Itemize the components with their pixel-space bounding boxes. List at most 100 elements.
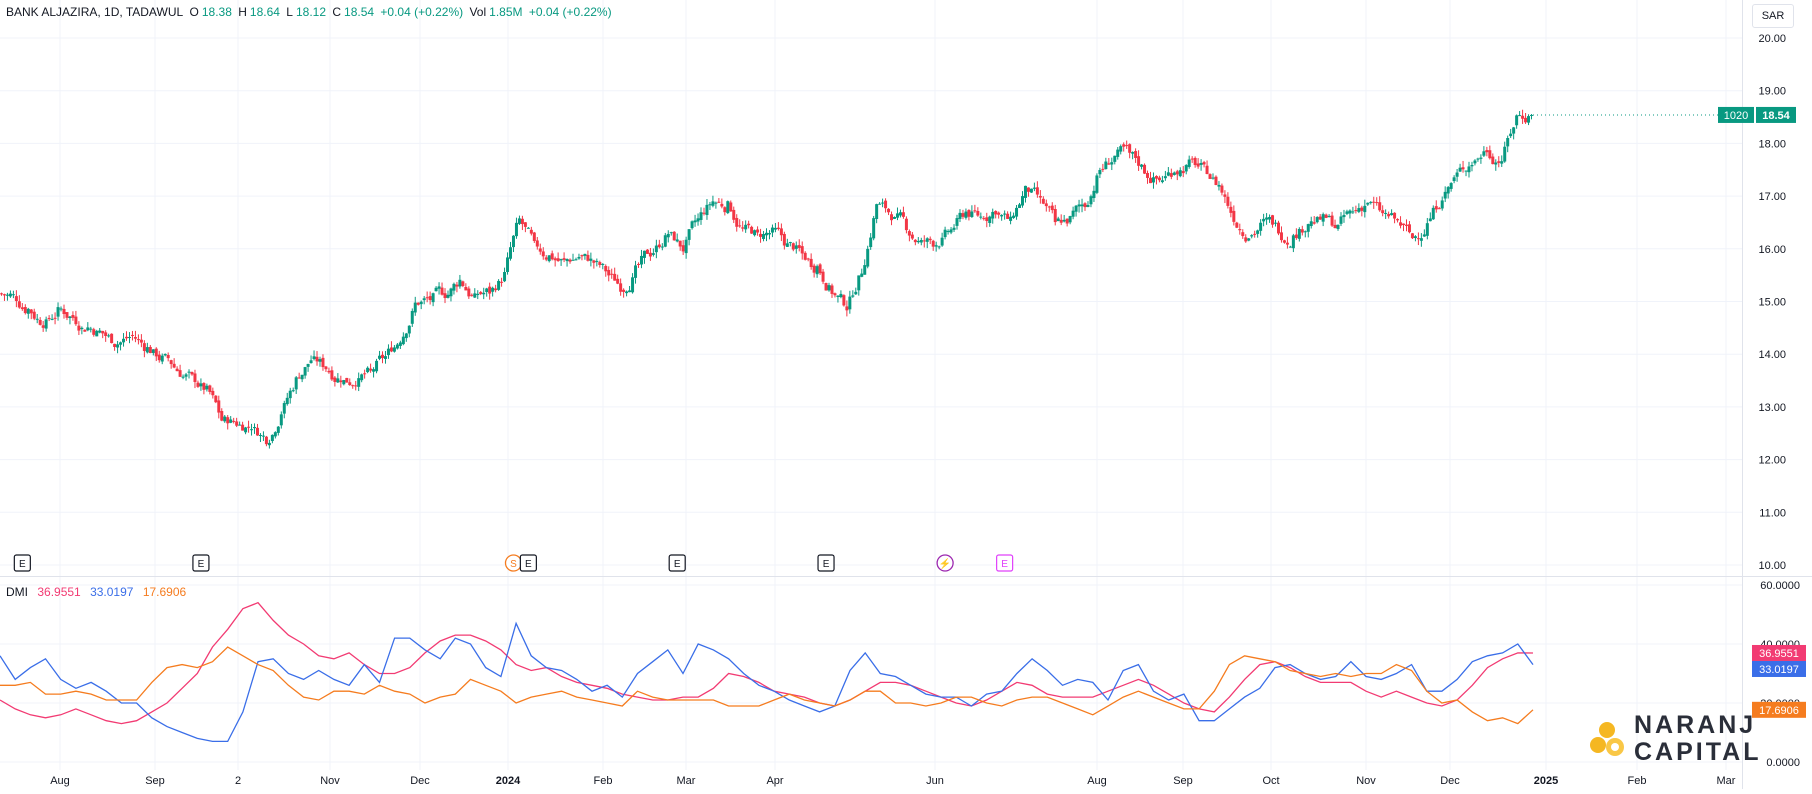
candle-body[interactable] — [821, 271, 825, 282]
symbol-title[interactable]: BANK ALJAZIRA, 1D, TADAWUL — [6, 5, 184, 19]
candle-body[interactable] — [1476, 158, 1480, 160]
candle-body[interactable] — [535, 240, 539, 247]
candle-body[interactable] — [503, 271, 507, 282]
candle-body[interactable] — [1009, 216, 1013, 221]
candle-body[interactable] — [773, 227, 777, 230]
candle-body[interactable] — [702, 212, 706, 214]
candle-body[interactable] — [1157, 177, 1161, 181]
candle-body[interactable] — [1059, 219, 1063, 223]
candle-body[interactable] — [1166, 172, 1170, 176]
candle-body[interactable] — [89, 328, 93, 330]
candle-body[interactable] — [449, 288, 453, 297]
candle-body[interactable] — [383, 356, 387, 359]
candle-body[interactable] — [1413, 236, 1417, 239]
candle-body[interactable] — [586, 254, 590, 261]
candle-body[interactable] — [1503, 146, 1507, 162]
candle-body[interactable] — [175, 368, 179, 372]
candle-body[interactable] — [610, 273, 614, 275]
candle-body[interactable] — [1020, 196, 1024, 206]
candle-body[interactable] — [107, 335, 111, 337]
candle-body[interactable] — [544, 257, 548, 260]
candle-body[interactable] — [634, 265, 638, 278]
candle-body[interactable] — [35, 318, 39, 320]
candle-body[interactable] — [523, 222, 527, 227]
candle-body[interactable] — [1134, 151, 1138, 158]
earnings-icon[interactable] — [817, 554, 835, 572]
candle-body[interactable] — [934, 245, 938, 247]
candle-body[interactable] — [506, 257, 510, 272]
candle-body[interactable] — [1449, 183, 1453, 189]
candle-body[interactable] — [619, 283, 623, 292]
candle-body[interactable] — [541, 251, 545, 257]
candle-body[interactable] — [1074, 205, 1078, 212]
candle-body[interactable] — [1500, 161, 1504, 164]
candle-body[interactable] — [86, 327, 90, 331]
candle-body[interactable] — [699, 212, 703, 220]
candle-body[interactable] — [744, 224, 748, 230]
candle-body[interactable] — [1479, 157, 1483, 159]
candle-body[interactable] — [1282, 240, 1286, 243]
candle-body[interactable] — [1262, 218, 1266, 222]
candle-body[interactable] — [982, 218, 986, 220]
candle-body[interactable] — [1220, 185, 1224, 193]
event-marker[interactable]: S — [504, 554, 523, 572]
candle-body[interactable] — [1431, 207, 1435, 220]
candle-body[interactable] — [461, 281, 465, 287]
candle-body[interactable] — [187, 371, 191, 373]
candle-body[interactable] — [476, 293, 480, 296]
candle-body[interactable] — [1482, 151, 1486, 156]
candle-body[interactable] — [1345, 211, 1349, 214]
candle-body[interactable] — [267, 442, 271, 446]
candle-body[interactable] — [1288, 246, 1292, 248]
candle-body[interactable] — [589, 258, 593, 261]
candle-body[interactable] — [145, 347, 149, 353]
candle-body[interactable] — [372, 369, 376, 372]
candle-body[interactable] — [1467, 166, 1471, 173]
candle-body[interactable] — [532, 232, 536, 241]
candle-body[interactable] — [979, 216, 983, 218]
candle-body[interactable] — [1324, 214, 1328, 218]
dmi-line-minusdi[interactable] — [0, 621, 1534, 743]
candle-body[interactable] — [991, 211, 995, 219]
candle-body[interactable] — [580, 255, 584, 257]
candle-body[interactable] — [1113, 155, 1117, 162]
candle-body[interactable] — [1056, 218, 1060, 222]
candle-body[interactable] — [848, 296, 852, 310]
candle-body[interactable] — [1089, 196, 1093, 205]
event-marker[interactable]: E — [519, 554, 537, 572]
candle-body[interactable] — [378, 355, 382, 359]
candle-body[interactable] — [1116, 149, 1120, 157]
candle-body[interactable] — [1351, 211, 1355, 213]
candle-body[interactable] — [747, 223, 751, 226]
candle-body[interactable] — [878, 203, 882, 205]
candle-body[interactable] — [931, 240, 935, 247]
candle-body[interactable] — [517, 218, 521, 224]
candle-body[interactable] — [1524, 117, 1528, 123]
candle-body[interactable] — [1265, 217, 1269, 220]
candle-body[interactable] — [797, 245, 801, 248]
candle-body[interactable] — [937, 246, 941, 248]
candle-body[interactable] — [273, 432, 277, 437]
candle-body[interactable] — [1163, 176, 1167, 179]
candle-body[interactable] — [1181, 171, 1185, 174]
candle-body[interactable] — [961, 213, 965, 217]
candle-body[interactable] — [1268, 217, 1272, 220]
candle-body[interactable] — [0, 293, 3, 295]
candle-body[interactable] — [1244, 237, 1248, 242]
candle-body[interactable] — [672, 231, 676, 241]
candle-body[interactable] — [1488, 150, 1492, 159]
candle-body[interactable] — [973, 210, 977, 212]
candle-body[interactable] — [116, 344, 120, 348]
candle-body[interactable] — [288, 390, 292, 399]
candle-body[interactable] — [104, 332, 108, 336]
candle-body[interactable] — [925, 238, 929, 242]
candle-body[interactable] — [250, 429, 254, 431]
candle-body[interactable] — [404, 333, 408, 339]
candle-body[interactable] — [812, 265, 816, 273]
candle-body[interactable] — [1407, 224, 1411, 233]
candle-body[interactable] — [282, 403, 286, 414]
candle-body[interactable] — [726, 201, 730, 214]
candle-body[interactable] — [887, 208, 891, 213]
candle-body[interactable] — [425, 297, 429, 299]
candle-body[interactable] — [1422, 234, 1426, 237]
